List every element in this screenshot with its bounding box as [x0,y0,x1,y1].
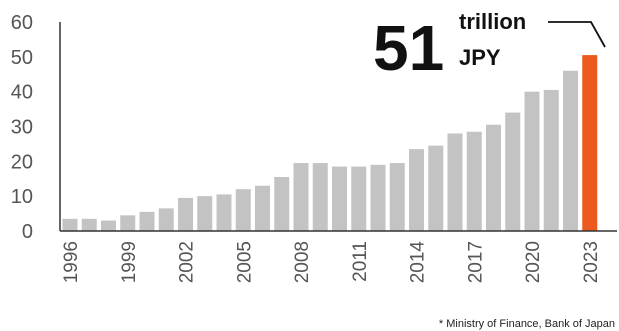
bar-2015 [428,145,444,231]
y-axis-ticks: 0 10 20 30 40 50 60 [11,12,33,243]
bar-2003 [197,196,213,231]
bar-series [62,55,598,232]
bar-1996 [62,218,78,231]
bar-1998 [101,220,116,231]
x-tick-label: 2014 [408,241,429,284]
y-tick-label: 10 [11,186,33,208]
bar-2021 [543,89,559,231]
y-tick-label: 0 [22,221,33,243]
x-axis-ticks: 1996 1999 2002 2005 2008 2011 2014 2017 2020 2023 [61,241,602,284]
value-annotation: 51 trillion JPY [373,9,606,84]
bar-2005 [235,189,251,231]
x-tick-label: 2011 [350,241,371,282]
bar-2019 [505,112,521,231]
bar-2012 [370,164,386,231]
annotation-leader-line [548,21,606,48]
y-tick-label: 50 [11,47,33,69]
bar-2020 [524,91,540,231]
bar-2008 [293,163,309,231]
x-tick-label: 2005 [234,241,255,283]
x-tick-label: 1996 [61,241,82,283]
bar-2014 [409,149,424,231]
bar-2000 [139,211,155,231]
bar-2006 [255,185,270,231]
bar-2004 [216,194,232,231]
bar-2023 [582,55,598,232]
bar-2013 [389,163,405,231]
x-tick-label: 1999 [119,241,140,283]
source-note: * Ministry of Finance, Bank of Japan [438,318,615,330]
bar-2011 [351,166,367,231]
x-tick-label: 2023 [581,241,602,283]
x-tick-label: 2008 [292,241,313,283]
bar-2009 [312,163,328,231]
annotation-unit-line1: trillion [459,9,526,34]
bar-2017 [466,131,482,231]
annotation-value: 51 [373,12,444,84]
bar-1997 [81,218,97,231]
x-tick-label: 2020 [523,241,544,283]
bar-2001 [158,208,174,231]
annotation-unit-line2: JPY [459,45,501,70]
bar-2002 [178,197,193,231]
bar-1999 [120,215,136,231]
y-tick-label: 30 [11,117,33,139]
y-tick-label: 60 [11,12,33,34]
x-tick-label: 2002 [177,241,198,283]
bar-2007 [274,177,290,231]
bar-2016 [447,133,463,231]
bar-2022 [563,70,578,232]
bar-2018 [486,124,501,231]
y-tick-label: 40 [11,82,33,104]
x-tick-label: 2017 [465,241,486,283]
bar-2010 [332,166,347,231]
y-tick-label: 20 [11,151,33,173]
